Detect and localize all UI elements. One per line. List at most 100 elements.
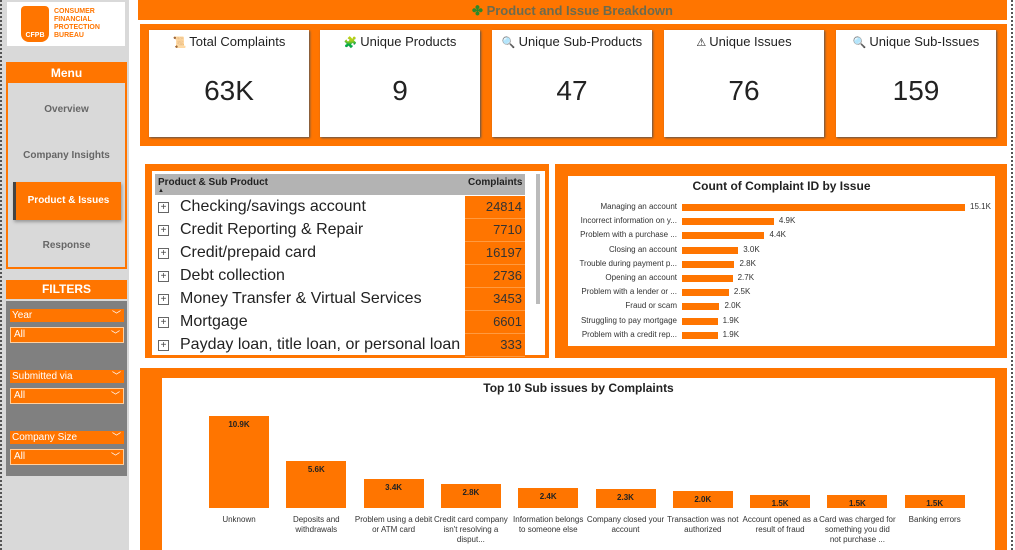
product-name: Credit Reporting & Repair (180, 221, 364, 238)
subissue-value-label: 2.4K (539, 491, 557, 501)
warning-icon: ⚠ (696, 37, 707, 49)
expand-icon[interactable]: + (158, 340, 169, 351)
chart-title: Count of Complaint ID by Issue (692, 179, 871, 193)
subissue-category-label: Deposits and withdrawals (292, 515, 340, 534)
expand-icon[interactable]: + (158, 202, 169, 213)
issue-label: Closing an account (608, 244, 677, 254)
subissue-category-label: Company closed your account (586, 515, 665, 534)
filter-company-size-select[interactable]: All ﹀ (10, 449, 124, 465)
menu-item-response[interactable]: Response (42, 240, 91, 251)
subissue-bar[interactable] (440, 484, 501, 508)
expand-icon[interactable]: + (158, 271, 169, 282)
subissue-bar[interactable] (286, 460, 347, 508)
chart-title: Top 10 Sub issues by Complaints (483, 381, 674, 395)
issue-bar[interactable] (682, 275, 733, 282)
issue-value-label: 4.9K (778, 216, 796, 226)
complaint-count: 333 (465, 334, 525, 357)
issue-bar[interactable] (682, 331, 718, 339)
scroll-icon: 📜 (172, 37, 187, 49)
table-scrollbar[interactable] (536, 174, 540, 304)
issue-value-label: 1.9K (722, 329, 740, 339)
kpi-card: 🔍 Unique Sub-Issues 159 (836, 30, 996, 137)
page-border (1011, 0, 1013, 550)
issue-bar[interactable] (682, 204, 965, 211)
issue-label: Problem with a purchase ... (580, 230, 677, 240)
filter-label-text: Submitted via (12, 371, 73, 382)
column-header-text: Product & Sub Product (158, 177, 268, 188)
subissue-category-label: Account opened as a result of fraud (742, 515, 818, 534)
subissue-bar[interactable] (827, 495, 888, 508)
chevron-down-icon: ﹀ (111, 310, 121, 320)
issue-bar[interactable] (682, 246, 739, 254)
subissue-value-label: 10.9K (228, 420, 250, 429)
table-row[interactable]: + Credit/prepaid card 16197 (155, 242, 538, 265)
subissue-bar[interactable] (750, 495, 811, 508)
logo-text: CONSUMER FINANCIAL PROTECTION BUREAU (54, 8, 100, 39)
expand-icon[interactable]: + (158, 248, 169, 259)
issue-bar[interactable] (682, 260, 735, 268)
column-header-complaints[interactable]: Complaints (465, 174, 525, 195)
product-name: Mortgage (180, 313, 248, 330)
sort-ascending-icon: ▲ (158, 188, 164, 194)
expand-icon[interactable]: + (158, 294, 169, 305)
subissue-bar[interactable] (363, 479, 424, 508)
chevron-down-icon: ﹀ (110, 330, 120, 340)
menu-item-product-issues[interactable]: Product & Issues (13, 182, 121, 220)
subissue-bar[interactable] (595, 488, 656, 508)
issue-bar[interactable] (682, 303, 720, 311)
issue-bar[interactable] (682, 289, 729, 297)
table-row[interactable]: + Payday loan, title loan, or personal lo… (155, 334, 538, 357)
complaint-count: 16197 (465, 242, 525, 265)
product-name: Debt collection (180, 267, 285, 284)
kpi-card: 🔍 Unique Sub-Products 47 (492, 30, 652, 137)
issue-value-label: 2.0K (724, 301, 741, 311)
subissue-bar[interactable] (904, 495, 965, 508)
issue-label: Fraud or scam (625, 301, 677, 311)
kpi-value: 47 (556, 75, 588, 106)
kpi-label: 🔍 Unique Sub-Products (492, 34, 652, 49)
table-row[interactable]: + Credit Reporting & Repair 7710 (155, 219, 538, 242)
issue-bar[interactable] (682, 218, 774, 226)
menu-item-company-insights[interactable]: Company Insights (23, 150, 110, 161)
chevron-down-icon: ﹀ (110, 391, 120, 401)
kpi-label: 🔍 Unique Sub-Issues (836, 34, 996, 49)
expand-icon[interactable]: + (158, 225, 169, 236)
table-row[interactable]: + Money Transfer & Virtual Services 3453 (155, 288, 538, 311)
issue-label: Incorrect information on y... (580, 216, 677, 226)
subissue-bar[interactable] (672, 491, 733, 508)
issue-value-label: 3.0K (743, 244, 760, 254)
kpi-label-text: Total Complaints (189, 34, 286, 49)
filter-submitted-via-select[interactable]: All ﹀ (10, 388, 124, 404)
eagle-logo-icon: CFPB (21, 6, 49, 42)
column-header-product[interactable]: Product & Sub Product ▲ (155, 174, 465, 195)
subissue-value-label: 5.6K (307, 464, 325, 474)
page-title-text: Product and Issue Breakdown (486, 3, 673, 18)
kpi-label: 🧩 Unique Products (320, 34, 480, 49)
issue-bar[interactable] (682, 232, 765, 240)
menu-panel: Menu Overview Company Insights Product &… (6, 62, 127, 269)
complaint-count: 6601 (465, 311, 525, 334)
filter-value: All (14, 390, 26, 401)
subissue-bar[interactable] (209, 416, 269, 508)
kpi-value: 76 (728, 75, 760, 106)
filter-value: All (14, 451, 26, 462)
issue-label: Trouble during payment p... (579, 258, 677, 268)
subissue-value-label: 2.8K (462, 488, 480, 498)
table-row[interactable]: + Checking/savings account 24814 (155, 196, 538, 219)
subissue-category-label: Unknown (222, 515, 256, 524)
issue-label: Struggling to pay mortgage (580, 315, 677, 325)
subissue-category-label: Problem using a debit or ATM card (354, 515, 433, 534)
issue-bar[interactable] (682, 317, 718, 325)
filter-year-select[interactable]: All ﹀ (10, 327, 124, 343)
chevron-down-icon: ﹀ (111, 371, 121, 381)
puzzle-icon: ✤ (472, 3, 483, 18)
subissue-value-label: 1.5K (848, 499, 866, 509)
table-row[interactable]: + Debt collection 2736 (155, 265, 538, 288)
expand-icon[interactable]: + (158, 317, 169, 328)
subissue-bar[interactable] (518, 487, 579, 508)
menu-item-overview[interactable]: Overview (44, 104, 89, 115)
table-row[interactable]: + Mortgage 6601 (155, 311, 538, 334)
issue-label: Problem with a credit rep... (581, 329, 677, 339)
kpi-value: 159 (892, 75, 940, 106)
search-icon: 🔍 (852, 37, 867, 49)
